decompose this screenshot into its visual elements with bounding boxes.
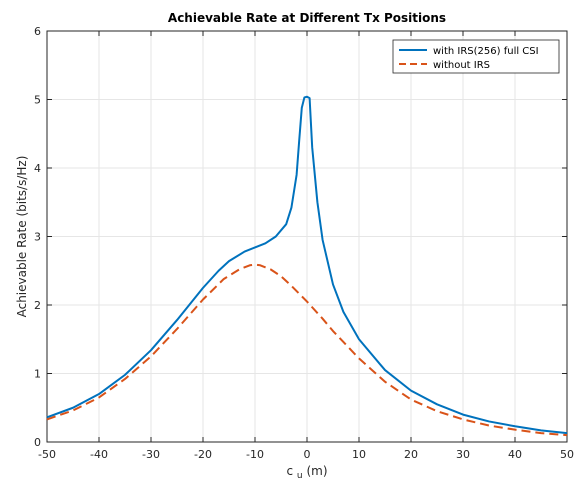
x-tick-label: -30	[142, 448, 160, 461]
chart-title: Achievable Rate at Different Tx Position…	[168, 11, 446, 25]
x-tick-label: 50	[560, 448, 574, 461]
legend: with IRS(256) full CSI without IRS	[392, 39, 560, 74]
series-layer	[46, 95, 568, 437]
y-tick-label: 3	[34, 231, 41, 244]
y-tick-label: 0	[34, 436, 41, 449]
y-tick-label: 4	[34, 162, 41, 175]
series-line-no-irs	[46, 263, 568, 437]
y-axis-ticks: 0 1 2 3 4 5 6	[34, 25, 567, 449]
x-tick-label: 0	[304, 448, 311, 461]
x-tick-label: -50	[38, 448, 56, 461]
x-tick-label: 20	[404, 448, 418, 461]
x-tick-label: 10	[352, 448, 366, 461]
y-axis-label: Achievable Rate (bits/s/Hz)	[15, 156, 29, 318]
y-tick-label: 2	[34, 299, 41, 312]
series-line-irs	[46, 95, 568, 435]
x-axis-label-subscript: u	[297, 471, 303, 481]
x-tick-label: 30	[456, 448, 470, 461]
x-tick-label: -20	[194, 448, 212, 461]
legend-entry-irs: with IRS(256) full CSI	[433, 46, 539, 57]
x-tick-label: -40	[90, 448, 108, 461]
legend-box	[392, 39, 560, 74]
x-axis-label-main: c	[286, 464, 293, 478]
x-axis-ticks: -50 -40 -30 -20 -10 0 10 20 30 40 50	[38, 31, 574, 461]
y-tick-label: 5	[34, 94, 41, 107]
y-tick-label: 1	[34, 368, 41, 381]
x-tick-label: 40	[508, 448, 522, 461]
x-tick-label: -10	[246, 448, 264, 461]
x-axis-label-unit: (m)	[306, 464, 327, 478]
y-tick-label: 6	[34, 25, 41, 38]
legend-entry-no-irs: without IRS	[433, 60, 490, 71]
x-axis-label: c u (m)	[286, 464, 327, 481]
